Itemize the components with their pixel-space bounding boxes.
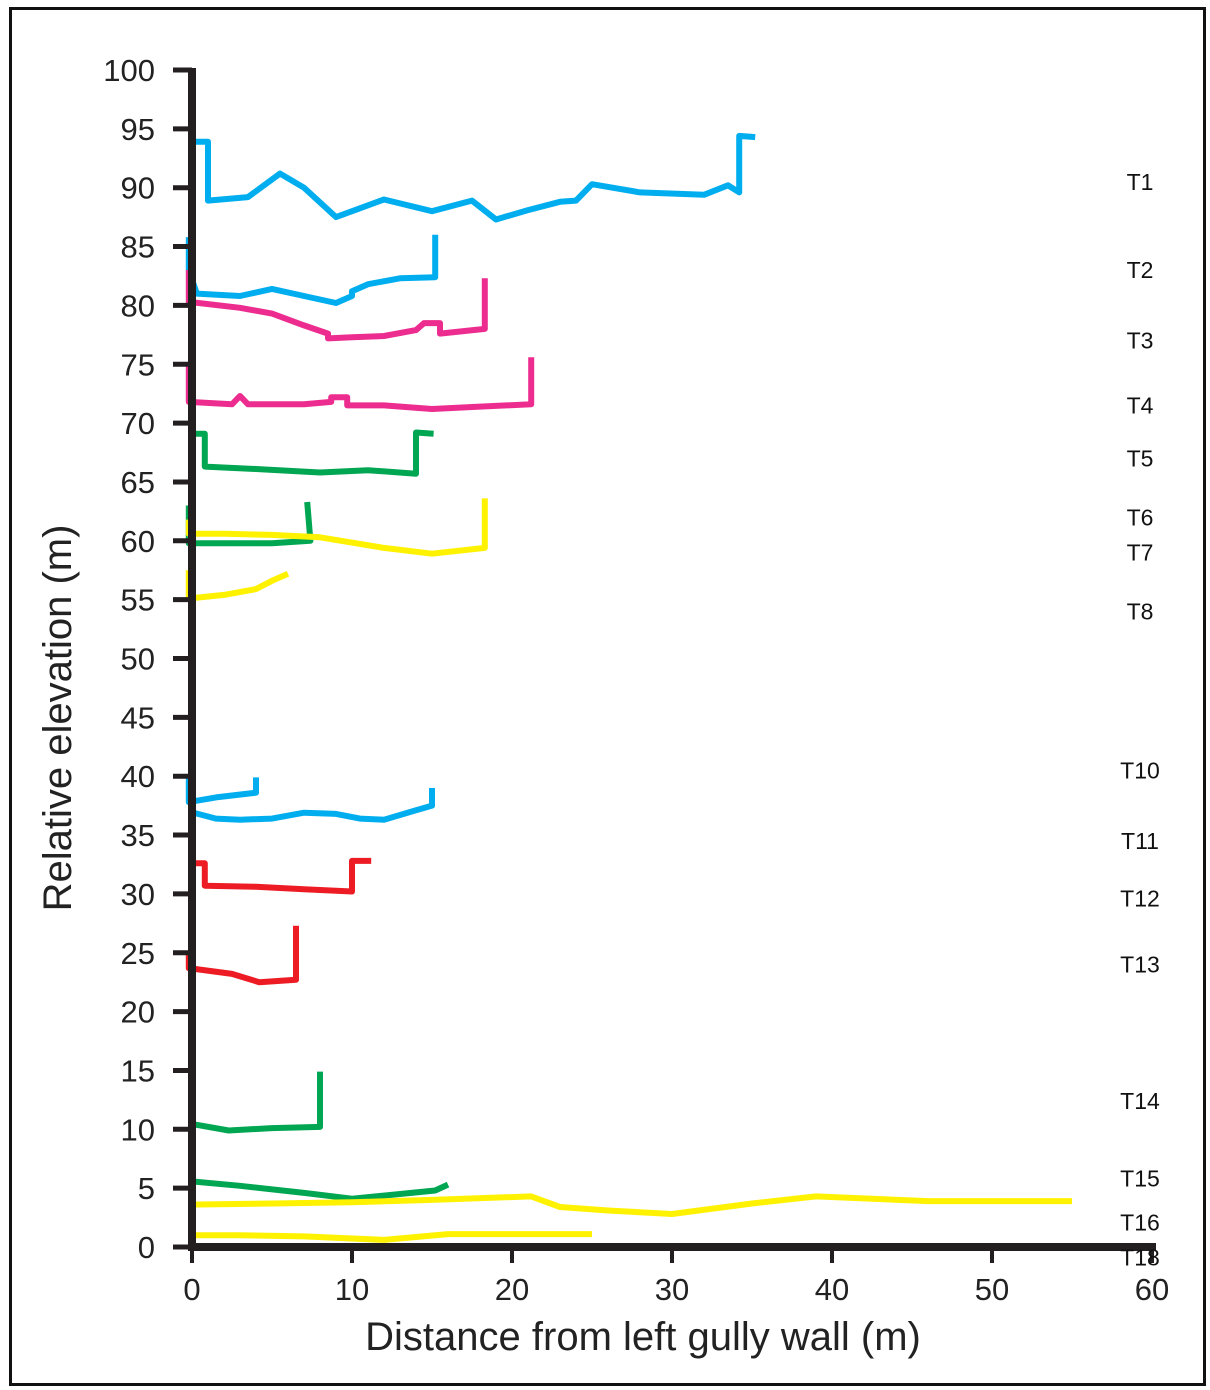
x-tick-label-60: 60 bbox=[1135, 1272, 1169, 1307]
x-axis-title: Distance from left gully wall (m) bbox=[365, 1315, 921, 1359]
figure-frame bbox=[9, 7, 1206, 1386]
axes-layer: 0 5 10 15 20 25 30 35 40 45 50 55 60 65 70 75 80 85 90 95 10… bbox=[103, 53, 1169, 1307]
y-tick-label-60: 60 bbox=[121, 524, 155, 559]
series-label-t2: T2 bbox=[1127, 257, 1154, 283]
series-line-t15 bbox=[188, 1178, 450, 1202]
y-tick-label-15: 15 bbox=[121, 1054, 155, 1089]
x-tick-label-10: 10 bbox=[335, 1272, 369, 1307]
series-label-t7: T7 bbox=[1127, 540, 1154, 566]
y-axis-title: Relative elevation (m) bbox=[36, 525, 80, 912]
series-line-t1 bbox=[188, 132, 756, 223]
series-line-t11 bbox=[188, 788, 435, 823]
y-tick-label-85: 85 bbox=[121, 230, 155, 265]
y-tick-label-55: 55 bbox=[121, 583, 155, 618]
y-tick-label-45: 45 bbox=[121, 700, 155, 735]
y-tick-label-10: 10 bbox=[121, 1112, 155, 1147]
x-tick-label-20: 20 bbox=[495, 1272, 529, 1307]
y-tick-label-30: 30 bbox=[121, 877, 155, 912]
y-tick-label-75: 75 bbox=[121, 347, 155, 382]
series-label-t15: T15 bbox=[1120, 1166, 1160, 1192]
y-tick-label-35: 35 bbox=[121, 818, 155, 853]
series-line-t2 bbox=[185, 234, 439, 306]
series-layer bbox=[185, 132, 1072, 1243]
series-label-t18: T18 bbox=[1120, 1245, 1160, 1271]
series-line-t8 bbox=[185, 570, 290, 602]
y-tick-label-80: 80 bbox=[121, 288, 155, 323]
x-tick-label-30: 30 bbox=[655, 1272, 689, 1307]
y-tick-label-65: 65 bbox=[121, 465, 155, 500]
series-line-t7 bbox=[185, 498, 488, 557]
series-line-t5 bbox=[188, 429, 434, 477]
x-tick-label-40: 40 bbox=[815, 1272, 849, 1307]
series-label-t14: T14 bbox=[1120, 1088, 1160, 1114]
y-tick-label-40: 40 bbox=[121, 759, 155, 794]
series-line-t10 bbox=[185, 776, 259, 806]
series-line-t12 bbox=[188, 857, 372, 895]
series-line-t3 bbox=[185, 270, 488, 342]
y-tick-label-95: 95 bbox=[121, 112, 155, 147]
series-label-t13: T13 bbox=[1120, 952, 1160, 978]
series-line-t4 bbox=[185, 357, 535, 412]
y-tick-label-20: 20 bbox=[121, 995, 155, 1030]
series-label-t3: T3 bbox=[1127, 328, 1154, 354]
series-line-t14 bbox=[188, 1071, 323, 1134]
labels-layer: T1 T2 T3 T4 T5 T6 T7 T8 T10 T11 T12 T13 T14 T15 T16 T18 bbox=[1120, 169, 1160, 1271]
x-tick-label-50: 50 bbox=[975, 1272, 1009, 1307]
y-tick-label-90: 90 bbox=[121, 171, 155, 206]
x-tick-label-0: 0 bbox=[183, 1272, 200, 1307]
y-tick-label-70: 70 bbox=[121, 406, 155, 441]
y-tick-label-5: 5 bbox=[138, 1171, 155, 1206]
y-tick-label-50: 50 bbox=[121, 642, 155, 677]
series-line-t16 bbox=[188, 1193, 1072, 1217]
y-tick-label-100: 100 bbox=[103, 53, 155, 88]
series-label-t10: T10 bbox=[1120, 757, 1160, 783]
series-label-t11: T11 bbox=[1121, 828, 1159, 854]
series-line-t13 bbox=[185, 925, 299, 986]
y-tick-label-25: 25 bbox=[121, 936, 155, 971]
series-label-t6: T6 bbox=[1127, 504, 1154, 530]
series-label-t12: T12 bbox=[1120, 886, 1160, 912]
series-label-t8: T8 bbox=[1127, 598, 1154, 624]
y-tick-label-0: 0 bbox=[138, 1230, 155, 1265]
series-label-t4: T4 bbox=[1127, 392, 1154, 418]
series-label-t16: T16 bbox=[1120, 1209, 1160, 1235]
series-label-t5: T5 bbox=[1127, 445, 1154, 471]
series-label-t1: T1 bbox=[1127, 169, 1154, 195]
series-line-t18 bbox=[188, 1231, 592, 1243]
